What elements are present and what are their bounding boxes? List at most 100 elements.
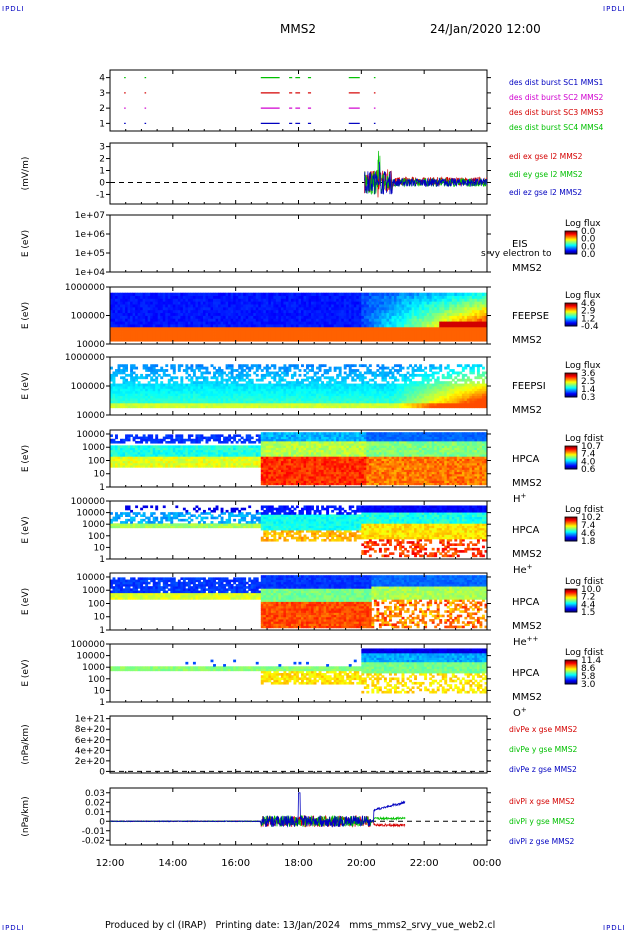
spectrogram-cell (185, 326, 189, 331)
spectrogram-cell (152, 321, 156, 325)
spectrogram-cell (175, 326, 179, 331)
spectrogram-cell (429, 388, 433, 392)
spectrogram-cell (449, 304, 453, 308)
spectrogram-cell (409, 292, 412, 296)
spectrogram-cell (165, 386, 169, 389)
spectrogram-cell (258, 400, 262, 404)
spectrogram-cell (190, 304, 194, 308)
spectrogram-cell (338, 366, 342, 370)
spectrogram-cell (192, 383, 196, 387)
spectrogram-cell (316, 393, 320, 397)
spectrogram-cell (371, 306, 375, 311)
spectrogram-cell (157, 369, 161, 372)
spectrogram-cell (218, 338, 221, 342)
spectrogram-cell (318, 386, 322, 389)
spectrogram-cell (446, 335, 450, 339)
spectrogram-cell (366, 315, 370, 319)
spectrogram-cell (110, 315, 113, 319)
spectrogram-cell (145, 309, 149, 314)
spectrogram-cell (190, 400, 194, 404)
spectrogram-cell (456, 386, 460, 389)
spectrogram-cell (120, 295, 123, 299)
spectrogram-cell (268, 335, 272, 339)
spectrogram-cell (323, 326, 327, 331)
spectrogram-cell (484, 318, 488, 322)
spectrogram-cell (238, 386, 242, 389)
spectrogram-cell (381, 376, 385, 380)
spectrogram-cell (436, 329, 440, 333)
spectrogram-cell (215, 324, 219, 328)
spectrogram-cell (285, 338, 289, 342)
spectrogram-cell (414, 338, 418, 342)
spectrogram-cell (366, 371, 370, 375)
spectrogram-cell (326, 376, 330, 380)
spectrogram-cell (411, 306, 415, 311)
spectrogram-cell (454, 405, 458, 409)
spectrogram-cell (268, 321, 272, 325)
spectrogram-cell (263, 388, 267, 392)
spectrogram-cell (464, 364, 468, 368)
spectrogram-cell (353, 395, 357, 399)
spectrogram-cell (336, 315, 340, 319)
spectrogram-cell (439, 321, 443, 325)
spectrogram-cell (255, 388, 259, 392)
spectrogram-cell (290, 402, 294, 406)
spectrogram-cell (260, 388, 264, 392)
spectrogram-cell (351, 376, 355, 380)
spectrogram-cell (421, 295, 425, 299)
spectrogram-cell (454, 390, 458, 394)
spectrogram-cell (263, 383, 267, 387)
spectrogram-cell (308, 312, 312, 316)
spectrogram-cell (192, 292, 196, 296)
spectrogram-cell (316, 304, 320, 308)
spectrogram-cell (446, 318, 450, 322)
spectrogram-cell (363, 400, 367, 404)
spectrogram-cell (323, 332, 327, 336)
spectrogram-cell (283, 321, 287, 325)
spectrogram-cell (248, 386, 252, 389)
spectrogram-cell (426, 335, 430, 339)
spectrogram-cell (165, 318, 169, 322)
spectrogram-cell (391, 338, 395, 342)
spectrogram-cell (238, 402, 242, 406)
spectrogram-cell (439, 383, 443, 387)
spectrogram-cell (265, 388, 269, 392)
spectrogram-cell (484, 326, 488, 331)
spectrogram-cell (150, 329, 154, 333)
spectrogram-cell (218, 318, 221, 322)
spectrogram-cell (205, 386, 209, 389)
spectrogram-cell (278, 390, 282, 394)
spectrogram-cell (185, 301, 189, 305)
spectrogram-cell (185, 318, 189, 322)
spectrogram-cell (210, 335, 214, 339)
spectrogram-cell (404, 292, 407, 296)
spectrogram-cell (117, 306, 121, 311)
spectrogram-cell (411, 393, 415, 397)
spectrogram-cell (368, 402, 372, 406)
spectrogram-cell (145, 292, 149, 296)
spectrogram-cell (474, 298, 478, 302)
spectrogram-cell (200, 315, 204, 319)
spectrogram-cell (476, 386, 480, 389)
spectrogram-cell (192, 398, 196, 401)
spectrogram-cell (446, 324, 450, 328)
spectrogram-cell (150, 393, 154, 397)
spectrogram-cell (449, 329, 453, 333)
spectrogram-cell (215, 390, 219, 394)
spectrogram-cell (130, 329, 134, 333)
spectrogram-cell (117, 405, 121, 409)
spectrogram-cell (152, 332, 156, 336)
spectrogram-cell (326, 405, 330, 409)
spectrogram-cell (180, 405, 184, 409)
spectrogram-cell (275, 393, 279, 397)
spectrogram-cell (200, 366, 204, 370)
spectrogram-cell (225, 398, 229, 401)
spectrogram-cell (172, 376, 176, 380)
spectrogram-cell (378, 292, 382, 296)
spectrogram-cell (386, 405, 390, 409)
spectrogram-cell (157, 398, 161, 401)
spectrogram-cell (122, 306, 126, 311)
spectrogram-cell (155, 332, 159, 336)
spectrogram-cell (112, 321, 116, 325)
spectrogram-cell (180, 338, 184, 342)
